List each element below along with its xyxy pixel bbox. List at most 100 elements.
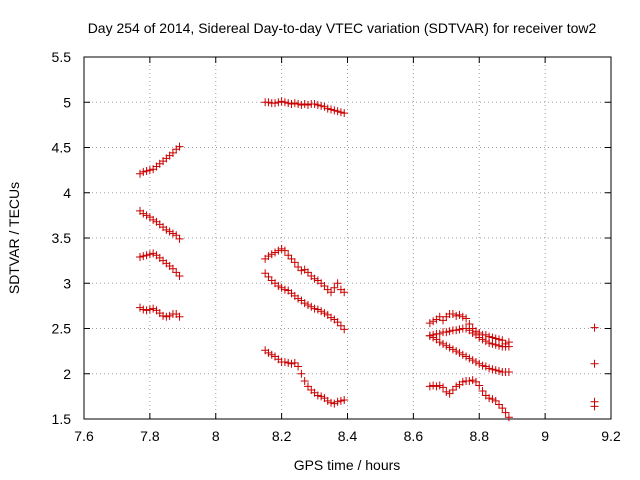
data-point [435,381,444,390]
data-point [313,100,322,109]
data-point [425,319,434,328]
data-point [501,408,510,417]
data-point [280,98,289,107]
data-point [429,333,438,342]
data-point [439,316,448,325]
x-tick-label: 8.8 [470,428,490,444]
data-point [465,354,474,363]
data-point [495,367,504,376]
y-tick-label: 5 [63,94,71,110]
data-point [271,99,280,108]
data-point [327,313,336,322]
data-point [162,312,171,321]
data-point [142,211,151,220]
x-tick-label: 7.8 [140,428,160,444]
data-point [320,102,329,111]
data-point [135,253,144,262]
series-seg3-b [425,324,513,351]
data-point [165,311,174,320]
data-point [264,98,273,107]
data-point [264,348,273,357]
axis-ticks: 7.6 7.8 8 8.2 8.4 8.6 8.8 9 9.2 1.5 2 2.5 3 3.5 4 4.5 5 5… [52,49,621,444]
data-point [310,274,319,283]
data-point [458,377,467,386]
data-point [310,304,319,313]
data-point [264,252,273,261]
data-point [465,376,474,385]
x-axis-label: GPS time / hours [294,457,401,473]
data-point [475,381,484,390]
data-point [280,357,289,366]
x-tick-label: 9.2 [601,428,621,444]
data-point [149,249,158,258]
data-point [175,142,184,151]
data-point [333,107,342,116]
data-point [149,304,158,313]
data-point [495,341,504,350]
data-point [145,305,154,314]
data-point [491,340,500,349]
data-point [448,345,457,354]
data-point [485,394,494,403]
y-tick-label: 2 [63,366,71,382]
data-point [488,339,497,348]
data-point [340,109,349,118]
x-tick-label: 8.2 [272,428,292,444]
y-tick-label: 5.5 [52,49,72,65]
data-point [175,272,184,281]
data-point [452,382,461,391]
data-point [442,387,451,396]
data-point [267,350,276,359]
data-point [425,331,434,340]
data-point [287,359,296,368]
data-point [303,100,312,109]
data-point [333,279,342,288]
data-point [452,326,461,335]
data-point [448,386,457,395]
series-seg1-d [135,303,184,321]
data-point [455,325,464,334]
data-point [458,312,467,321]
data-point [139,252,148,261]
data-point [300,299,309,308]
data-point [435,329,444,338]
data-point [336,396,345,405]
data-point [277,244,286,253]
data-point [172,231,181,240]
data-point [462,314,471,323]
data-point [277,283,286,292]
chart-title: Day 254 of 2014, Sidereal Day-to-day VTE… [88,20,597,36]
data-point [287,254,296,263]
data-point [452,311,461,320]
data-point [313,305,322,314]
data-point [439,383,448,392]
y-tick-label: 4 [63,185,71,201]
series-seg3-c [425,331,513,376]
data-point [303,300,312,309]
data-point [313,391,322,400]
data-point [468,376,477,385]
data-point [485,364,494,373]
data-point [439,339,448,348]
data-point [175,234,184,243]
data-point [488,365,497,374]
grid-lines [84,57,611,419]
data-point [284,251,293,260]
data-point [320,309,329,318]
data-point [475,359,484,368]
data-point [471,357,480,366]
series-seg2-c [261,269,349,334]
data-point [310,100,319,109]
data-point [307,302,316,311]
data-point [504,367,513,376]
data-point [590,359,599,368]
data-point [445,343,454,352]
series-seg1-top [135,142,184,178]
data-point [165,227,174,236]
data-point [267,250,276,259]
data-point [442,341,451,350]
data-point [455,310,464,319]
data-point [468,356,477,365]
data-point [590,402,599,411]
